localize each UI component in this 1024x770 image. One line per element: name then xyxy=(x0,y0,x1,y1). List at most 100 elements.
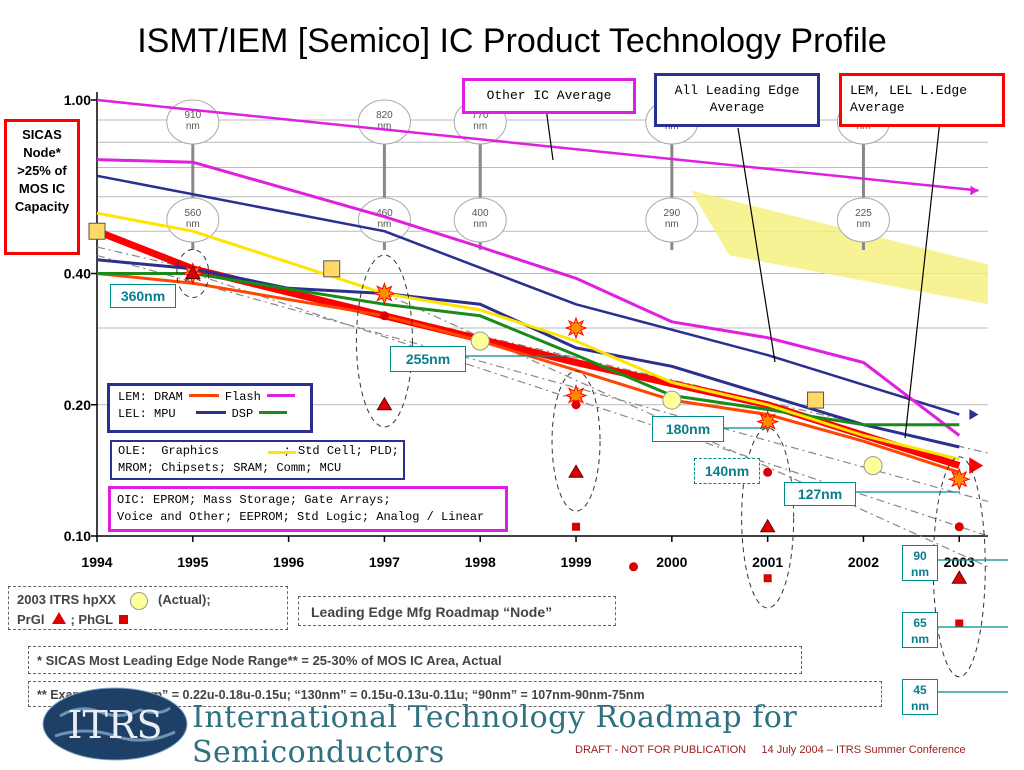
sicas-note: * SICAS Most Leading Edge Node Range** =… xyxy=(28,646,802,674)
callout-pointer xyxy=(904,119,941,439)
node-range-bottom-bubble xyxy=(836,197,890,243)
prgl-triangle-marker xyxy=(568,464,584,478)
callout-pointer xyxy=(737,127,776,363)
legend-dram-swatch xyxy=(188,394,219,397)
node-group-ellipse xyxy=(355,254,413,428)
x-tick-label: 1996 xyxy=(273,554,304,570)
roadmap-trend-line xyxy=(96,254,989,503)
sicas-star-icon xyxy=(756,410,780,434)
series-line-other-ic-average xyxy=(96,98,979,192)
node-range-label: 290 nm xyxy=(663,208,680,230)
sicas-line2: Node* xyxy=(23,145,61,160)
legend-ole: OLE: Graphics ; Std Cell; PLD; MROM; Chi… xyxy=(110,440,405,480)
legend-flash-swatch xyxy=(266,394,295,397)
legend-dram-label: LEM: DRAM xyxy=(118,390,183,404)
footer-brand: International Technology Roadmap for Sem… xyxy=(192,700,798,770)
series-arrowhead xyxy=(970,185,979,196)
roadmap-node-dot xyxy=(379,311,389,321)
sicas-node-square xyxy=(88,222,106,240)
sicas-star-icon xyxy=(947,467,971,491)
sicas-node-box: SICAS Node* >25% of MOS IC Capacity xyxy=(4,119,80,255)
itrs-legend-prgl: PrGl xyxy=(17,611,45,627)
series-line-flash xyxy=(96,158,961,437)
node-range-label: 225 nm xyxy=(855,208,872,230)
x-tick-label: 1998 xyxy=(465,554,496,570)
series-line-dram xyxy=(96,272,960,474)
node-label-90nm: 90 nm xyxy=(902,545,938,581)
legend-lem-lel: LEM: DRAM Flash LEL: MPU DSP xyxy=(107,383,313,433)
itrs-globe-logo: ITRS xyxy=(42,687,188,761)
callout-other-ic-average: Other IC Average xyxy=(462,78,636,114)
series-line-dsp xyxy=(97,272,960,427)
callout-lem-lel-average: LEM, LEL L.Edge Average xyxy=(839,73,1005,127)
x-tick-label: 1999 xyxy=(560,554,591,570)
sicas-star-icon xyxy=(564,316,588,340)
phgl-square-marker xyxy=(572,522,581,531)
x-tick-label: 2003 xyxy=(944,554,975,570)
node-range-bottom-bubble xyxy=(357,197,411,243)
callout-all-leading-line2: Average xyxy=(709,100,765,115)
roadmap-node-dot xyxy=(763,467,773,477)
node-label-65nm: 65 nm xyxy=(902,612,938,648)
legend-mpu-swatch xyxy=(195,411,226,414)
roadmap-box-text: Leading Edge Mfg Roadmap “Node” xyxy=(311,604,553,620)
actual-node-circle xyxy=(662,390,682,410)
x-tick-label: 2001 xyxy=(752,554,783,570)
y-tick-label: 0.40 xyxy=(64,266,91,282)
itrs-legend-hpxx: 2003 ITRS hpXX xyxy=(17,592,116,607)
node-group-ellipse xyxy=(551,370,601,512)
prgl-triangle-marker xyxy=(376,396,393,411)
callout-other-ic-text: Other IC Average xyxy=(486,88,612,103)
itrs-logo-text: ITRS xyxy=(68,703,163,747)
x-tick-label: 1994 xyxy=(81,554,112,570)
node-label-45nm: 45 nm xyxy=(902,679,938,715)
prgl-triangle-icon xyxy=(52,611,67,624)
legend-dsp-swatch xyxy=(259,411,288,414)
callout-all-leading-edge: All Leading Edge Average xyxy=(654,73,820,127)
x-tick-label: 1997 xyxy=(369,554,400,570)
forecast-band xyxy=(691,190,988,305)
legend-graphics-swatch xyxy=(268,451,296,454)
series-arrowhead xyxy=(969,409,979,420)
legend-flash-label: Flash xyxy=(224,390,261,404)
roadmap-node-dot xyxy=(954,522,964,532)
node-range-top-bubble xyxy=(357,99,411,145)
legend-ole-line2: MROM; Chipsets; SRAM; Comm; MCU xyxy=(118,461,342,475)
node-label-255nm: 255nm xyxy=(390,346,466,372)
node-label-180nm: 180nm xyxy=(652,416,724,442)
callout-lem-lel-line2: Average xyxy=(850,100,905,115)
phgl-square-marker xyxy=(955,619,964,628)
legend-dsp-label: DSP xyxy=(231,407,254,421)
actual-node-circle xyxy=(470,331,490,351)
itrs-actual-legend: 2003 ITRS hpXX (Actual); PrGl ; PhGL xyxy=(8,586,288,630)
sicas-line3: >25% of xyxy=(17,163,67,178)
legend-mpu-label: LEL: MPU xyxy=(118,407,176,421)
leading-edge-roadmap-box: Leading Edge Mfg Roadmap “Node” xyxy=(298,596,616,626)
node-range-label: 460 nm xyxy=(376,208,393,230)
roadmap-node-dot xyxy=(629,562,639,572)
node-range-label: 820 nm xyxy=(376,110,393,132)
node-range-bottom-bubble xyxy=(166,197,220,243)
series-arrowhead xyxy=(969,457,984,475)
legend-ole-line1: OLE: Graphics ; Std Cell; PLD; xyxy=(118,444,399,458)
x-tick-label: 1995 xyxy=(177,554,208,570)
sicas-node-square xyxy=(807,391,825,409)
y-tick-label: 0.20 xyxy=(64,397,91,413)
y-tick-label: 1.00 xyxy=(64,92,91,108)
node-group-ellipse xyxy=(176,249,210,299)
x-tick-label: 2002 xyxy=(848,554,879,570)
node-range-bottom-bubble xyxy=(645,197,699,243)
roadmap-node-dot xyxy=(571,400,581,410)
x-tick-label: 2000 xyxy=(656,554,687,570)
itrs-legend-phgl: ; PhGL xyxy=(70,611,114,627)
node-label-140nm: 140nm xyxy=(694,458,760,484)
node-label-127nm: 127nm xyxy=(784,482,856,506)
actual-circle-icon xyxy=(129,591,148,610)
callout-all-leading-line1: All Leading Edge xyxy=(674,83,800,98)
node-range-label: 400 nm xyxy=(472,208,489,230)
sicas-line5: Capacity xyxy=(14,199,70,214)
legend-oic: OIC: EPROM; Mass Storage; Gate Arrays; V… xyxy=(108,486,508,532)
callout-lem-lel-line1: LEM, LEL L.Edge xyxy=(850,83,968,98)
prgl-triangle-marker xyxy=(759,518,776,533)
